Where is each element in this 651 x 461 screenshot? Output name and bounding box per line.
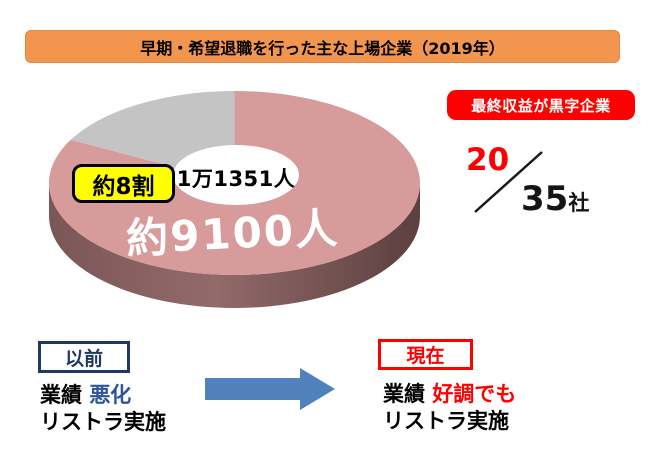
before-line1-black: 業績 [40, 383, 90, 407]
retirement-pie-chart [48, 91, 420, 308]
after-line1-colored: 好調でも [432, 382, 517, 406]
fraction-denominator-value: 35 [521, 179, 569, 219]
before-line1-colored: 悪化 [89, 383, 132, 407]
profit-badge-label: 最終収益が黒字企業 [471, 96, 611, 115]
fraction-unit: 社 [568, 191, 590, 215]
fraction-slash-icon [474, 151, 543, 213]
pie-total-label: 1万1351人 [176, 167, 296, 191]
after-line1: 業績 好調でも [383, 378, 516, 408]
pie-rim [49, 183, 420, 308]
right-arrow-icon [205, 368, 335, 410]
fraction-denominator: 35社 [521, 179, 589, 219]
share-badge: 約8割 [72, 164, 175, 203]
page-title: 早期・希望退職を行った主な上場企業（2019年） [140, 38, 505, 58]
after-box-label: 現在 [406, 345, 445, 367]
pie-center-hole [173, 145, 299, 205]
before-line1: 業績 悪化 [40, 379, 131, 409]
profit-badge: 最終収益が黒字企業 [447, 90, 635, 120]
before-box: 以前 [38, 341, 130, 373]
pie-main-value-label: 約9100人 [125, 203, 341, 264]
title-banner: 早期・希望退職を行った主な上場企業（2019年） [25, 30, 620, 63]
fraction-numerator: 20 [466, 142, 510, 178]
after-line1-black: 業績 [383, 382, 433, 406]
before-box-label: 以前 [64, 347, 103, 370]
after-line2: リストラ実施 [383, 409, 509, 433]
share-badge-label: 約8割 [92, 173, 155, 200]
after-box: 現在 [378, 339, 473, 370]
before-line2: リストラ実施 [40, 410, 166, 434]
